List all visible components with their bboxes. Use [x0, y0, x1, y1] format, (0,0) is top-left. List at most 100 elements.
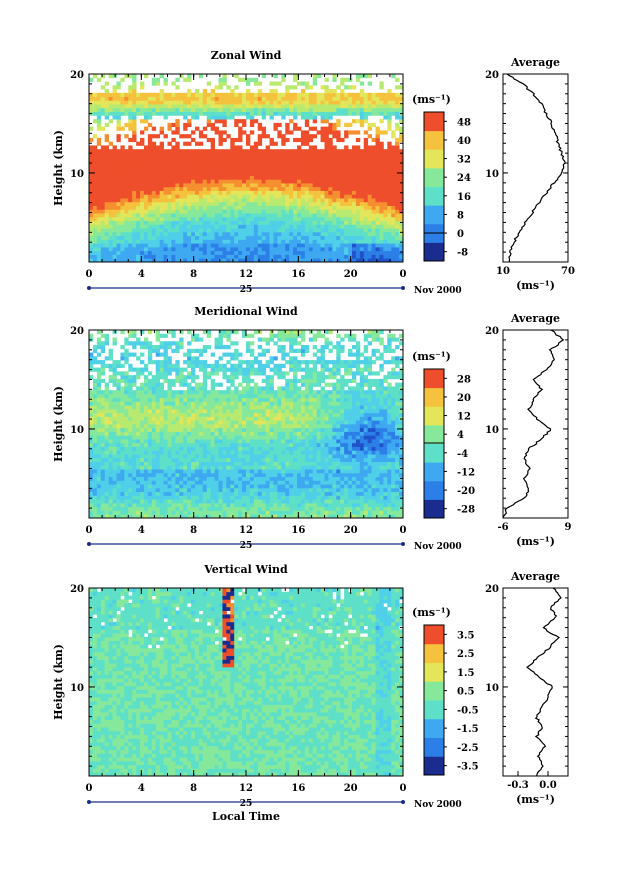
- panel-title: Zonal Wind: [211, 49, 282, 62]
- y-tick-label: 20: [70, 70, 84, 81]
- date-axis-end: [87, 542, 91, 546]
- colorbar-unit: (ms⁻¹): [412, 606, 451, 619]
- colorbar-swatch: [424, 167, 444, 187]
- profile-line: [502, 329, 565, 519]
- heatmap-field: [89, 74, 404, 263]
- x-tick-label: 8: [190, 783, 197, 794]
- colorbar-swatch: [424, 205, 444, 225]
- heatmap-field: [89, 330, 404, 519]
- x-tick-label: 0: [86, 783, 93, 794]
- colorbar-tick-label: -3.5: [457, 762, 479, 773]
- colorbar-tick-label: 48: [457, 117, 471, 128]
- y-axis-label: Height (km): [52, 130, 65, 206]
- heatmap-field: [89, 588, 404, 777]
- profile-title: Average: [510, 56, 560, 69]
- x-tick-label: 12: [239, 269, 253, 280]
- x-tick-label: 0: [86, 269, 93, 280]
- colorbar-tick-label: -1.5: [457, 724, 479, 735]
- colorbar-swatch: [424, 756, 444, 776]
- y-tick-label: 20: [70, 584, 84, 595]
- y-tick-label: 10: [70, 683, 84, 694]
- colorbar-tick-label: 3.5: [457, 630, 474, 641]
- date-axis-end: [87, 286, 91, 290]
- colorbar-tick-label: -28: [457, 505, 475, 516]
- x-tick-label: 20: [344, 525, 358, 536]
- colorbar-swatch: [424, 681, 444, 701]
- colorbar-swatch: [424, 499, 444, 519]
- x-tick-label: 16: [291, 269, 305, 280]
- profile-frame: [502, 329, 569, 519]
- colorbar-swatch: [424, 480, 444, 500]
- colorbar-tick-label: -4: [457, 449, 468, 460]
- profile-y-tick-label: 20: [485, 584, 499, 595]
- profile-x-tick-label: 9: [565, 522, 572, 533]
- profile-unit: (ms⁻¹): [516, 535, 555, 548]
- panel-title: Meridional Wind: [194, 305, 298, 318]
- date-axis-end: [401, 286, 405, 290]
- colorbar-swatch: [424, 387, 444, 407]
- x-tick-label: 0: [400, 525, 407, 536]
- profile-line: [506, 73, 566, 263]
- colorbar-tick-label: -8: [457, 248, 468, 259]
- colorbar-swatch: [424, 149, 444, 169]
- profile-unit: (ms⁻¹): [516, 793, 555, 806]
- panel-title: Vertical Wind: [203, 563, 288, 576]
- colorbar-tick-label: 24: [457, 173, 471, 184]
- date-axis-end: [87, 800, 91, 804]
- month-label: Nov 2000: [414, 286, 462, 296]
- x-tick-label: 8: [190, 269, 197, 280]
- x-tick-label: 12: [239, 783, 253, 794]
- month-label: Nov 2000: [414, 542, 462, 552]
- profile-y-tick-label: 10: [485, 169, 499, 180]
- x-tick-label: 0: [400, 783, 407, 794]
- x-tick-label: 16: [291, 525, 305, 536]
- colorbar-swatch: [424, 406, 444, 426]
- y-tick-label: 10: [70, 425, 84, 436]
- colorbar-tick-label: -2.5: [457, 743, 479, 754]
- colorbar-swatch: [424, 737, 444, 757]
- colorbar-tick-label: 0: [457, 229, 464, 240]
- profile-title: Average: [510, 570, 560, 583]
- colorbar-swatch: [424, 625, 444, 645]
- x-tick-label: 4: [138, 269, 145, 280]
- colorbar-swatch: [424, 112, 444, 132]
- colorbar-tick-label: 4: [457, 430, 464, 441]
- profile-frame: [502, 73, 569, 263]
- profile-line: [526, 587, 562, 777]
- profile-x-tick-label: -0.3: [507, 780, 529, 791]
- colorbar-swatch: [424, 242, 444, 262]
- colorbar-swatch: [424, 718, 444, 738]
- colorbar-unit: (ms⁻¹): [412, 350, 451, 363]
- profile-x-tick-label: 10: [496, 266, 510, 277]
- date-axis-end: [401, 800, 405, 804]
- x-tick-label: 0: [400, 269, 407, 280]
- profile-title: Average: [510, 312, 560, 325]
- colorbar-tick-label: 28: [457, 374, 471, 385]
- colorbar-swatch: [424, 662, 444, 682]
- month-label: Nov 2000: [414, 800, 462, 810]
- colorbar-tick-label: 40: [457, 136, 471, 147]
- colorbar-swatch: [424, 130, 444, 150]
- date-label: 25: [240, 285, 253, 295]
- colorbar-tick-label: 32: [457, 155, 471, 166]
- colorbar-tick-label: 2.5: [457, 649, 474, 660]
- colorbar-tick-label: 16: [457, 192, 471, 203]
- date-axis-end: [401, 542, 405, 546]
- x-tick-label: 4: [138, 525, 145, 536]
- colorbar-tick-label: -0.5: [457, 705, 479, 716]
- profile-x-tick-label: 0.0: [539, 780, 556, 791]
- colorbar-frame: [423, 624, 445, 776]
- x-tick-label: 8: [190, 525, 197, 536]
- y-tick-label: 20: [70, 326, 84, 337]
- profile-unit: (ms⁻¹): [516, 279, 555, 292]
- profile-x-tick-label: -6: [497, 522, 508, 533]
- colorbar-swatch: [424, 700, 444, 720]
- date-label: 25: [240, 541, 253, 551]
- profile-y-tick-label: 10: [485, 683, 499, 694]
- colorbar-swatch: [424, 443, 444, 463]
- colorbar-tick-label: -20: [457, 486, 475, 497]
- colorbar-swatch: [424, 369, 444, 389]
- colorbar-tick-label: 1.5: [457, 668, 474, 679]
- colorbar-tick-label: -12: [457, 467, 475, 478]
